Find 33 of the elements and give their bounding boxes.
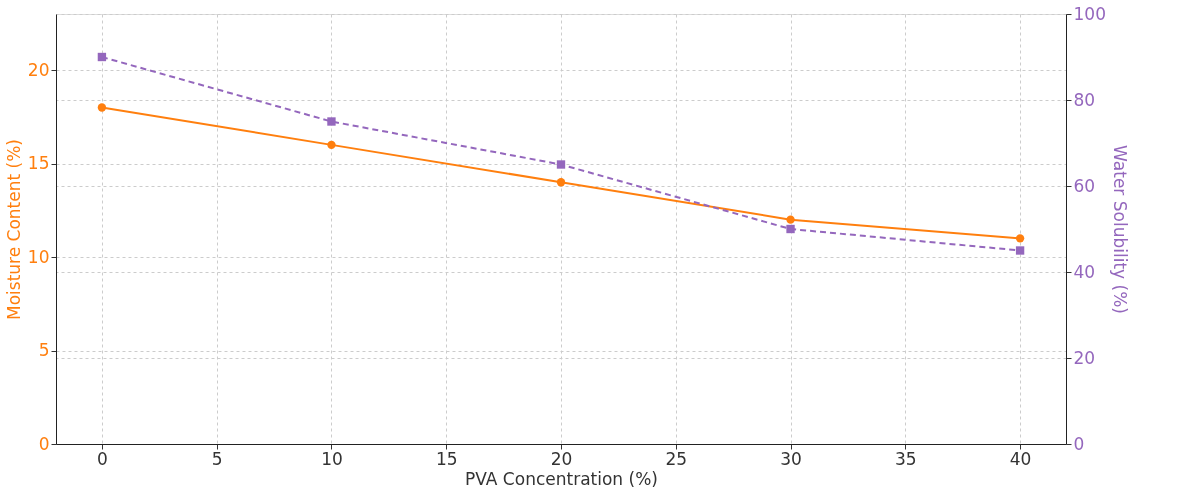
y2-tick-label: 80 — [1073, 89, 1096, 110]
point — [97, 103, 107, 112]
x-axis-title: PVA Concentration (%) — [465, 468, 658, 489]
point — [786, 215, 795, 224]
point — [786, 224, 795, 234]
y-tick-label: 20 — [27, 59, 50, 80]
x-tick-label: 10 — [321, 448, 343, 469]
y2-tick-label: 40 — [1073, 261, 1096, 282]
y-tick-label: 0 — [38, 433, 50, 454]
point — [556, 160, 566, 169]
y2-tick-label: 20 — [1073, 347, 1096, 368]
y-tick-label: 15 — [27, 153, 50, 174]
x-tick-label: 15 — [435, 448, 458, 469]
point — [1015, 246, 1025, 255]
x-tick-label: 20 — [550, 448, 573, 469]
y-tick-label: 10 — [27, 246, 50, 267]
y2-axis-title: Water Solubility (%) — [1109, 145, 1130, 314]
y2-tick-label: 0 — [1073, 433, 1085, 454]
x-tick-label: 30 — [780, 448, 802, 469]
y2-tick-label: 100 — [1073, 3, 1106, 24]
x-tick-label: 0 — [97, 448, 108, 469]
point — [556, 178, 566, 187]
point — [327, 140, 336, 150]
point — [97, 52, 107, 62]
point — [327, 117, 336, 126]
x-tick-label: 40 — [1009, 448, 1032, 469]
y-tick-label: 5 — [38, 340, 50, 361]
y-axis-title: Moisture Content (%) — [3, 139, 24, 320]
x-tick-label: 5 — [211, 448, 223, 469]
x-tick-label: 25 — [665, 448, 688, 469]
x-tick-label: 35 — [895, 448, 917, 469]
y2-tick-label: 60 — [1073, 175, 1096, 196]
point — [1015, 234, 1025, 243]
